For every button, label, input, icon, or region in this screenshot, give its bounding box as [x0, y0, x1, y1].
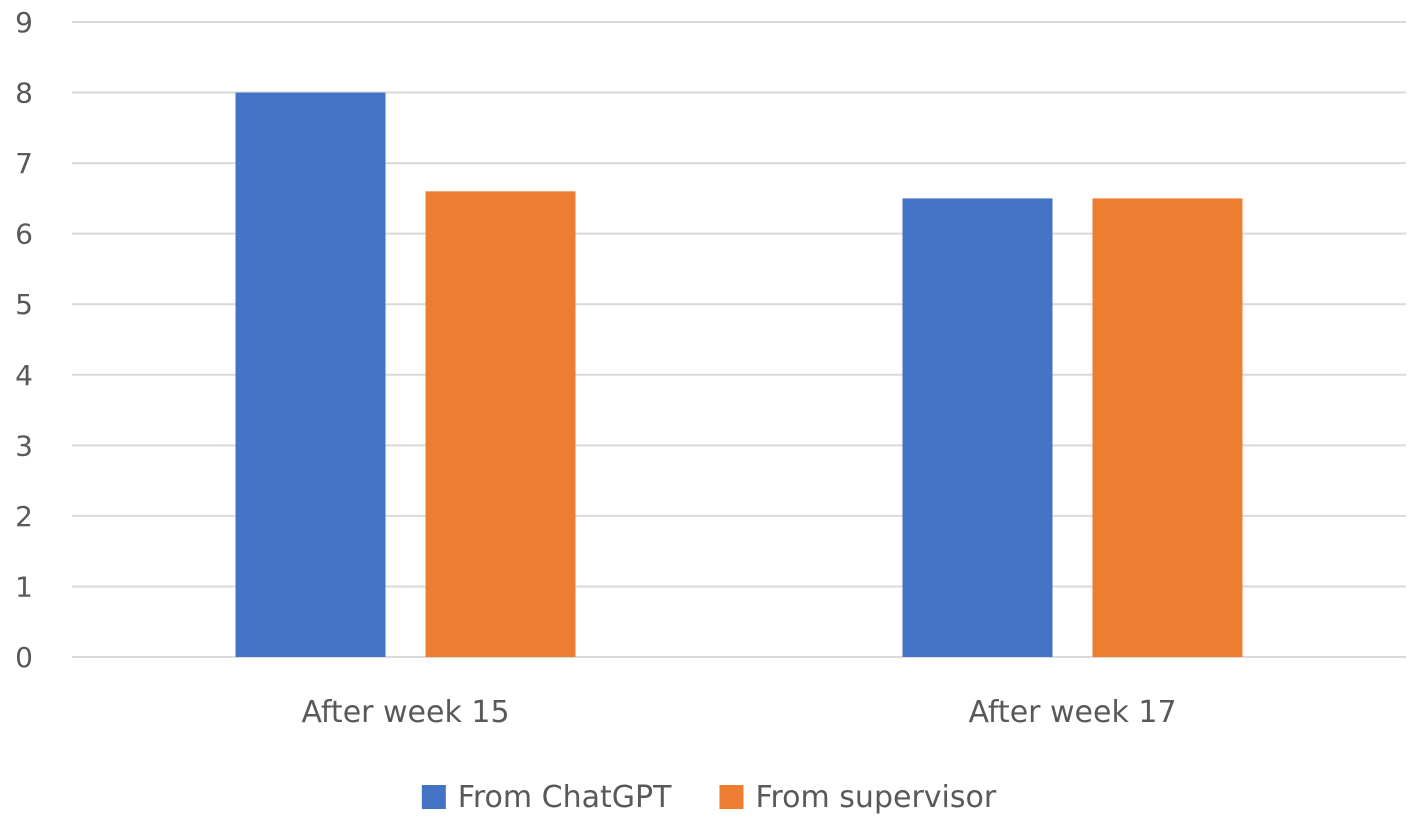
bar-from-chatgpt-2: [902, 198, 1053, 657]
bar-from-supervisor-2: [1092, 198, 1243, 657]
y-tick-label: 2: [15, 500, 33, 533]
y-tick-label: 0: [15, 641, 33, 674]
x-category-label: After week 15: [301, 695, 509, 730]
x-category-label: After week 17: [968, 695, 1176, 730]
y-tick-label: 1: [15, 570, 33, 603]
y-tick-label: 3: [15, 429, 33, 462]
legend-label: From supervisor: [755, 780, 996, 815]
legend: From ChatGPT From supervisor: [421, 780, 997, 815]
bar-from-supervisor-1: [425, 191, 576, 658]
y-tick-label: 4: [15, 359, 33, 392]
legend-swatch: [421, 785, 446, 809]
legend-swatch: [719, 785, 744, 809]
y-tick-label: 5: [15, 288, 33, 321]
y-tick-label: 8: [15, 77, 33, 110]
x-axis-categories: After week 15 After week 17: [301, 695, 1176, 730]
bars: [235, 92, 1243, 658]
legend-label: From ChatGPT: [458, 780, 672, 815]
y-tick-label: 9: [15, 6, 33, 39]
y-tick-label: 6: [15, 218, 33, 251]
y-axis-ticks: 0 1 2 3 4 5 6 7 8 9: [15, 6, 33, 674]
y-tick-label: 7: [15, 147, 33, 180]
bar-from-chatgpt-1: [235, 92, 386, 658]
